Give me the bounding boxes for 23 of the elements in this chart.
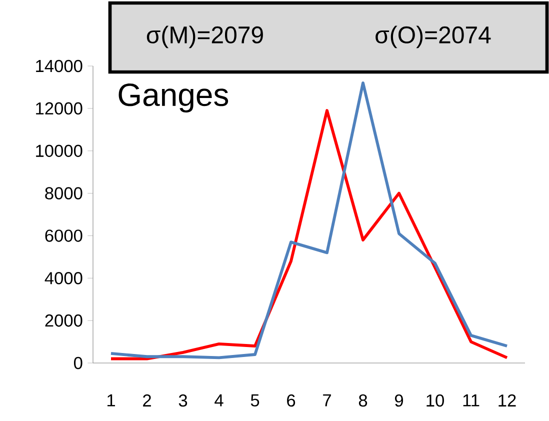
y-tick-label: 14000 bbox=[36, 60, 82, 72]
text: σ(O)=2074 bbox=[376, 26, 491, 48]
text: Ganges bbox=[118, 84, 228, 112]
x-tick-label: 11 bbox=[463, 394, 480, 406]
y-tick-label: 2000 bbox=[45, 314, 82, 327]
x-tick-label: 2 bbox=[143, 394, 151, 406]
x-tick-label: 9 bbox=[395, 394, 404, 407]
x-tick-label: 3 bbox=[178, 394, 188, 407]
x-tick-label: 4 bbox=[214, 394, 224, 406]
y-tick-label: 6000 bbox=[45, 230, 82, 242]
y-tick-label: 0 bbox=[74, 356, 82, 370]
y-tick-label: 4000 bbox=[44, 272, 82, 284]
x-tick-label: 6 bbox=[287, 394, 296, 407]
x-tick-label: 7 bbox=[323, 394, 331, 406]
y-tick-label: 8000 bbox=[45, 187, 82, 200]
x-tick-label: 10 bbox=[426, 394, 444, 407]
x-tick-label: 8 bbox=[358, 394, 368, 407]
x-tick-label: 1 bbox=[108, 394, 115, 406]
x-tick-label: 12 bbox=[498, 394, 516, 406]
x-tick-label: 5 bbox=[250, 394, 260, 406]
text: σ(M)=2079 bbox=[146, 26, 263, 48]
y-tick-label: 10000 bbox=[36, 144, 82, 157]
y-tick-label: 12000 bbox=[36, 102, 82, 115]
